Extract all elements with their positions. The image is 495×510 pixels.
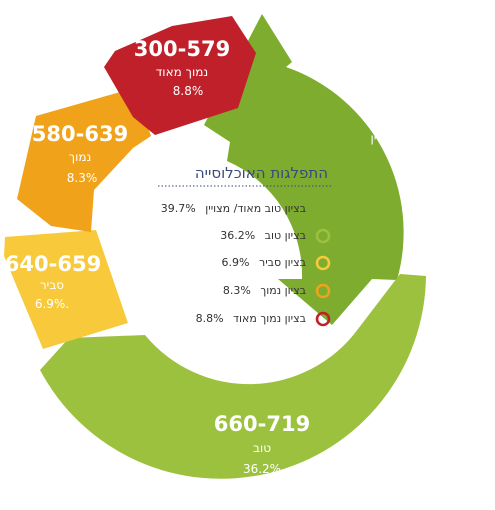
svg-text:8.8% בציון נמוך מאוד: 8.8% בציון נמוך מאוד [196,312,306,325]
legend-percent: 39.7% [161,202,196,215]
segment-label-good: 660-719 טוב 36.2% [214,412,310,476]
segment-name: נמוך מאוד [156,65,208,79]
segment-excellent [204,14,404,325]
segment-percent: 36.2% [243,462,281,476]
segment-percent: 8.8% [173,84,204,98]
segment-percent: 39.7% [391,149,429,163]
legend-item: 8.8% בציון נמוך מאוד [196,311,331,327]
segment-label-excellent: 720+ טוב מאוד/מצויין 39.7% [370,105,449,163]
legend-text: בציון נמוך מאוד [233,312,306,325]
svg-text:8.3% בציון נמוך: 8.3% בציון נמוך [223,284,306,297]
legend-item: 36.2% בציון טוב [220,228,331,244]
legend-percent: 36.2% [220,229,255,242]
legend-marker-icon [315,201,331,217]
legend-percent: 6.9% [222,256,250,269]
segment-range: 720+ [377,105,438,129]
legend-text: בציון טוב [265,229,306,242]
segment-range: 660-719 [214,412,310,436]
segment-name: נמוך [69,150,92,164]
segment-label-low: 580-639 נמוך 8.3% [32,122,128,185]
segment-good [40,274,426,479]
svg-text:36.2% בציון טוב: 36.2% בציון טוב [220,229,306,242]
legend-marker-icon [315,255,331,271]
legend-percent: 8.8% [196,312,224,325]
legend-percent: 8.3% [223,284,251,297]
segment-fair [4,230,128,349]
legend-title: התפלגות האוכלוסייה [195,164,328,182]
segment-range: 300-579 [134,37,230,61]
legend-item: 6.9% בציון סביר [222,255,331,271]
legend-text: בציון טוב מאוד/ מצויין [205,202,306,215]
segment-label-very-low: 300-579 נמוך מאוד 8.8% [134,37,230,98]
segment-percent: 6.9%. [35,297,69,311]
segment-percent: 8.3% [67,171,98,185]
legend-item: 39.7% בציון טוב מאוד/ מצויין [161,201,331,217]
legend-text: בציון סביר [259,256,306,269]
legend: התפלגות האוכלוסייה 39.7% בציון טוב מאוד/… [158,164,332,327]
legend-marker-icon [315,283,331,299]
svg-text:39.7% בציון טוב מאוד/: 39.7% בציון טוב מאוד/ מצויין [161,202,306,215]
legend-marker-icon [315,228,331,244]
segment-range: 580-639 [32,122,128,146]
segment-name: טוב [253,441,271,455]
legend-text: בציון נמוך [260,284,306,297]
legend-item: 8.3% בציון נמוך [223,283,331,299]
svg-text:6.9% בציון סביר: 6.9% בציון סביר [222,256,306,269]
segment-very-low [104,16,256,135]
legend-marker-icon [315,311,331,327]
segment-low [17,88,151,232]
segment-name: סביר [40,278,64,292]
segment-name: טוב מאוד/מצויין [370,131,449,145]
segment-label-fair: 640-659 סביר 6.9%. [5,252,101,311]
segment-range: 640-659 [5,252,101,276]
